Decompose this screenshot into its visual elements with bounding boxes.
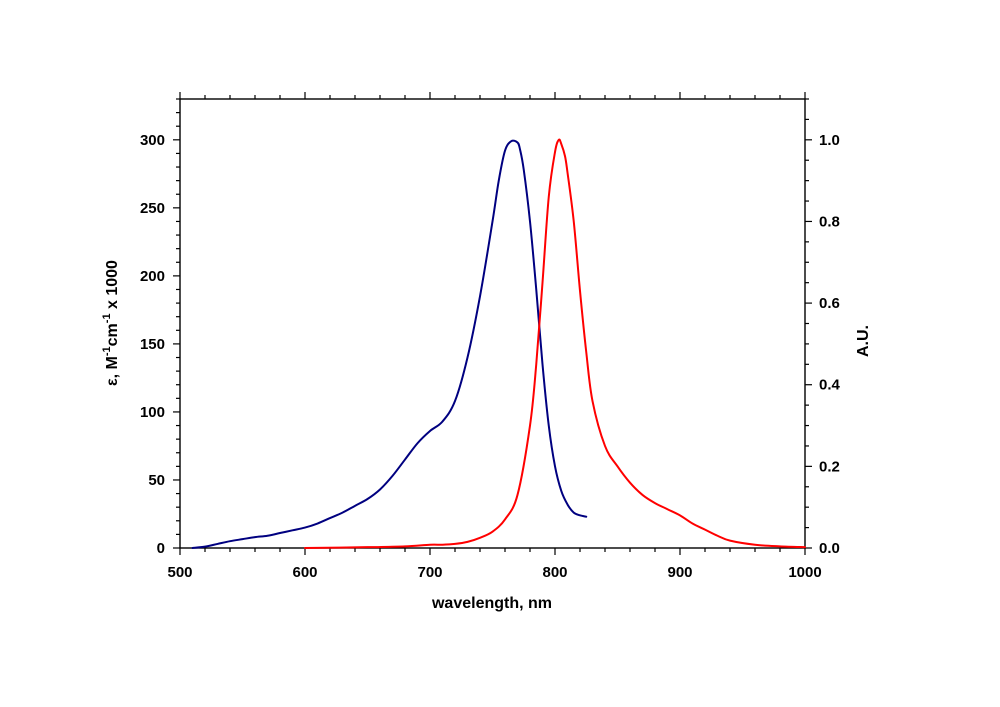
y-right-tick-label: 1.0 — [819, 132, 840, 149]
y-left-tick-label: 50 — [148, 472, 165, 489]
y-left-tick-label: 200 — [140, 268, 165, 285]
y-right-tick-label: 0.8 — [819, 213, 840, 230]
data-series — [191, 138, 806, 549]
y-right-tick-label: 0.4 — [819, 377, 841, 394]
axis-ticks — [173, 92, 812, 555]
y-right-axis-title: A.U. — [855, 325, 872, 357]
absorption-series-line — [191, 139, 588, 549]
y-left-axis-title: ε, M-1cm-1 x 1000 — [101, 260, 121, 386]
x-tick-label: 800 — [542, 564, 567, 581]
x-axis-title: wavelength, nm — [431, 595, 552, 612]
y-left-tick-label: 150 — [140, 336, 165, 353]
x-tick-label: 900 — [667, 564, 692, 581]
y-right-tick-label: 0.2 — [819, 458, 840, 475]
x-tick-label: 500 — [167, 564, 192, 581]
y-left-tick-label: 250 — [140, 200, 165, 217]
y-left-tick-label: 300 — [140, 132, 165, 149]
y-left-tick-label: 0 — [157, 540, 165, 557]
x-tick-label: 700 — [417, 564, 442, 581]
x-tick-label: 1000 — [788, 564, 821, 581]
y-left-tick-label: 100 — [140, 404, 165, 421]
y-right-tick-label: 0.6 — [819, 295, 840, 312]
plot-frame — [179, 98, 806, 549]
emission-series-line — [304, 138, 806, 549]
x-tick-label: 600 — [292, 564, 317, 581]
axis-tick-labels: 500 600 700 800 900 1000 0 50 100 150 200 250 300 0.0… — [140, 132, 841, 581]
y-right-tick-label: 0.0 — [819, 540, 840, 557]
